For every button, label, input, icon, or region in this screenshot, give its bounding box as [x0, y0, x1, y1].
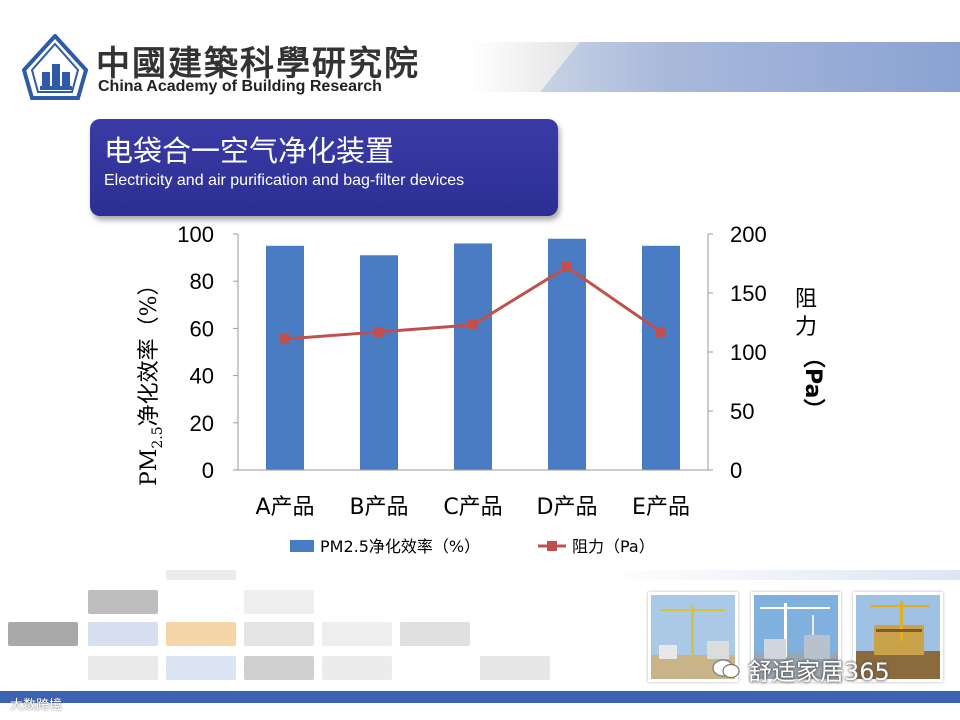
chart-legend: PM2.5净化效率（%） 阻力（Pa） — [290, 537, 655, 556]
footer-bar — [0, 691, 960, 703]
y-tick-label-left: 20 — [190, 411, 214, 436]
legend-swatch-marker — [547, 541, 557, 551]
y-tick-label-right: 50 — [730, 399, 754, 424]
decor-tile — [88, 590, 158, 614]
y-axis-label-left: PM2.5净化效率（%） — [137, 273, 166, 486]
y-tick-label-right: 0 — [730, 458, 742, 483]
y-axis-label-right-1: 阻 — [795, 287, 817, 312]
x-tick-label: A产品 — [255, 495, 314, 520]
y-tick-label-left: 0 — [202, 458, 214, 483]
decor-tile — [166, 622, 236, 646]
wechat-icon — [712, 659, 740, 679]
legend-label-line: 阻力（Pa） — [572, 537, 655, 556]
decor-tile — [88, 656, 158, 680]
y-axis-label-right-rest: （Pa） — [800, 346, 825, 420]
bar-2 — [454, 243, 492, 470]
y-tick-label-right: 100 — [730, 340, 767, 365]
decor-tile — [244, 622, 314, 646]
watermark-text: 舒适家居365 — [748, 658, 890, 686]
x-tick-label: D产品 — [537, 495, 598, 520]
y-tick-label-right: 200 — [730, 222, 767, 247]
y-axis-label-left-sub: 2.5 — [150, 426, 166, 448]
line-point-1 — [374, 326, 384, 337]
x-tick-label: E产品 — [632, 495, 690, 520]
y-axis-label-right-2: 力 — [795, 315, 817, 340]
y-tick-label-left: 60 — [190, 316, 214, 341]
y-tick-label-right: 150 — [730, 281, 767, 306]
bar-3 — [548, 238, 586, 470]
y-tick-label-left: 100 — [177, 222, 214, 247]
decor-tile — [322, 656, 392, 680]
decor-strip — [600, 570, 960, 580]
org-name-cn: 中國建築科學研究院 — [96, 44, 420, 84]
org-name-en: China Academy of Building Research — [98, 78, 382, 95]
title-box — [90, 119, 558, 216]
bar-0 — [266, 245, 304, 470]
decor-tile — [166, 656, 236, 680]
decor-tile — [244, 590, 314, 614]
decor-tile — [322, 622, 392, 646]
decor-tile — [88, 622, 158, 646]
bar-1 — [360, 255, 398, 470]
line-point-2 — [468, 319, 478, 330]
line-point-4 — [656, 326, 666, 337]
line-point-3 — [562, 262, 572, 273]
decor-tile — [480, 656, 550, 680]
construction-photo-3 — [853, 592, 943, 682]
x-tick-label: C产品 — [443, 495, 502, 520]
x-tick-label: B产品 — [349, 495, 408, 520]
academy-logo-icon — [22, 34, 88, 100]
line-point-0 — [280, 334, 290, 345]
decor-tile — [8, 622, 78, 646]
y-axis-label-left-main: PM — [137, 449, 162, 486]
legend-swatch-bar — [290, 540, 314, 552]
decor-tile — [166, 570, 236, 580]
legend-label-bar: PM2.5净化效率（%） — [320, 537, 480, 556]
y-axis-label-left-rest: 净化效率（%） — [137, 273, 162, 426]
corner-mark: 大数跨境 — [10, 698, 63, 713]
header-stripe — [540, 42, 960, 92]
decor-tile — [244, 656, 314, 680]
construction-photo-2 — [751, 592, 841, 682]
footer-bottom — [0, 703, 960, 720]
y-tick-label-left: 80 — [190, 269, 214, 294]
slide-title-en: Electricity and air purification and bag… — [104, 172, 465, 189]
slide-title-cn: 电袋合一空气净化装置 — [104, 134, 395, 168]
decor-tile — [400, 622, 470, 646]
y-tick-label-left: 40 — [190, 364, 214, 389]
bar-4 — [642, 245, 680, 470]
